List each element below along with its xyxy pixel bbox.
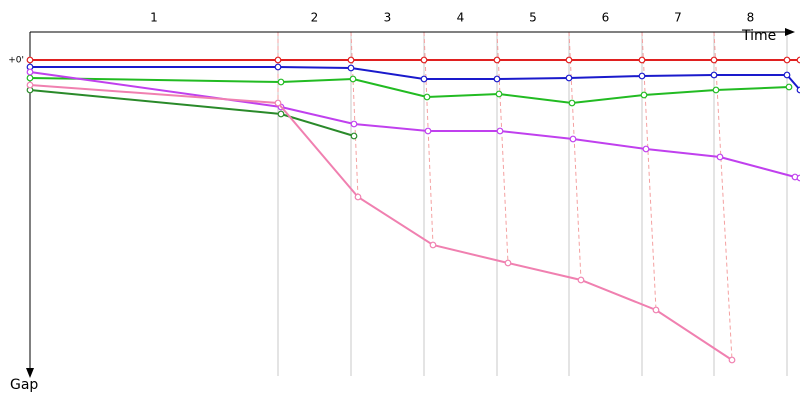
point — [423, 93, 431, 101]
point — [710, 56, 718, 64]
point — [728, 356, 736, 364]
point — [783, 56, 791, 64]
lap-label: 7 — [674, 11, 682, 25]
point — [349, 75, 357, 83]
point — [569, 135, 577, 143]
point — [495, 90, 503, 98]
point — [493, 75, 501, 83]
point — [640, 91, 648, 99]
point — [274, 63, 282, 71]
lap-label: 6 — [602, 11, 610, 25]
point — [274, 99, 282, 107]
point — [420, 75, 428, 83]
y-axis-label: Gap — [10, 377, 38, 393]
point — [277, 78, 285, 86]
point — [26, 81, 34, 89]
point — [796, 56, 800, 64]
point — [565, 56, 573, 64]
point — [347, 64, 355, 72]
point — [26, 74, 34, 82]
point — [350, 120, 358, 128]
lap-connector — [496, 31, 509, 264]
series-line — [29, 77, 790, 105]
point — [796, 86, 800, 94]
point — [565, 74, 573, 82]
lap-connector — [713, 31, 733, 361]
lap-connector — [423, 31, 434, 246]
point — [429, 241, 437, 249]
point — [277, 110, 285, 118]
y-tick-label: +0' — [8, 56, 24, 66]
lap-label: 8 — [747, 11, 755, 25]
point — [712, 86, 720, 94]
lap-connector — [350, 31, 359, 198]
series-line — [29, 71, 800, 179]
lap-connector — [641, 31, 657, 311]
series-line — [29, 84, 733, 361]
point — [420, 56, 428, 64]
point — [710, 71, 718, 79]
point — [26, 56, 34, 64]
lap-label: 2 — [311, 11, 319, 25]
point — [424, 127, 432, 135]
point — [493, 56, 501, 64]
x-axis-label: Time — [741, 28, 776, 44]
series-line — [30, 66, 800, 91]
point — [716, 153, 724, 161]
point — [642, 145, 650, 153]
point — [504, 259, 512, 267]
point — [496, 127, 504, 135]
point — [796, 174, 800, 182]
point — [347, 56, 355, 64]
point — [785, 83, 793, 91]
lap-label: 4 — [457, 11, 465, 25]
point — [652, 306, 660, 314]
point — [274, 56, 282, 64]
point — [568, 99, 576, 107]
point — [783, 71, 791, 79]
point — [638, 56, 646, 64]
y-arrow — [26, 368, 34, 378]
point — [354, 193, 362, 201]
x-arrow — [785, 28, 795, 36]
lap-connector — [568, 31, 582, 281]
point — [26, 68, 34, 76]
point — [638, 72, 646, 80]
lap-label: 3 — [384, 11, 392, 25]
lap-label: 5 — [529, 11, 537, 25]
point — [577, 276, 585, 284]
lap-label: 1 — [150, 11, 158, 25]
point — [350, 132, 358, 140]
